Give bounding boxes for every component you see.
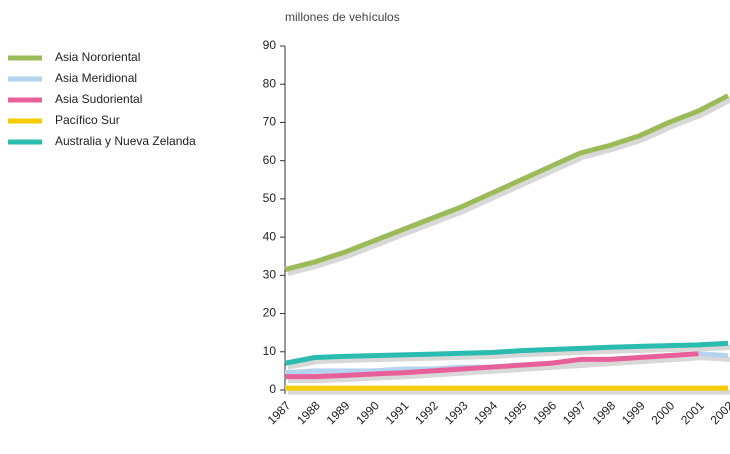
y-tick-label: 10 — [263, 344, 277, 358]
legend-label: Asia Sudoriental — [55, 92, 142, 106]
y-tick-label: 70 — [263, 115, 277, 129]
y-tick-label: 0 — [269, 382, 276, 396]
x-tick-label: 1996 — [530, 398, 559, 427]
line — [285, 351, 699, 380]
x-tick-label: 1990 — [353, 398, 382, 427]
legend-label: Asia Meridional — [55, 71, 137, 85]
y-tick-label: 60 — [263, 153, 277, 167]
legend-label: Asia Nororiental — [55, 50, 140, 64]
x-tick-label: 1995 — [501, 398, 530, 427]
line-shadow — [287, 344, 730, 370]
x-tick-label: 1989 — [324, 398, 353, 427]
x-tick-label: 2000 — [649, 398, 678, 427]
x-tick-label: 1991 — [383, 398, 412, 427]
y-tick-label: 80 — [263, 76, 277, 90]
y-tick-label: 50 — [263, 191, 277, 205]
x-tick-label: 1987 — [265, 398, 294, 427]
y-tick-label: 30 — [263, 268, 277, 282]
chart-title: millones de vehículos — [285, 10, 400, 24]
line-shadow — [288, 355, 702, 384]
x-tick-label: 2002 — [708, 398, 730, 427]
y-tick-label: 20 — [263, 306, 277, 320]
x-tick-label: 1998 — [589, 398, 618, 427]
y-tick-label: 90 — [263, 38, 277, 52]
x-tick-label: 1992 — [412, 398, 441, 427]
x-tick-label: 1997 — [560, 398, 589, 427]
legend-label: Australia y Nueva Zelanda — [55, 134, 196, 148]
x-tick-label: 1988 — [294, 398, 323, 427]
y-tick-label: 40 — [263, 229, 277, 243]
legend-label: Pacífico Sur — [55, 113, 120, 127]
x-tick-label: 1999 — [619, 398, 648, 427]
line — [284, 93, 730, 273]
x-tick-label: 2001 — [678, 398, 707, 427]
line — [284, 340, 729, 366]
line-shadow — [287, 97, 730, 277]
x-tick-label: 1994 — [471, 398, 500, 427]
x-tick-label: 1993 — [442, 398, 471, 427]
